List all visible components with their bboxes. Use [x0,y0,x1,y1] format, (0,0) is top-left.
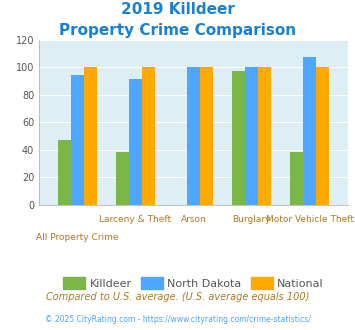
Text: Compared to U.S. average. (U.S. average equals 100): Compared to U.S. average. (U.S. average … [46,292,309,302]
Text: Arson: Arson [181,214,206,223]
Bar [233,71,245,205]
Bar [290,152,303,205]
Bar [200,67,213,205]
Bar [258,67,271,205]
Legend: Killdeer, North Dakota, National: Killdeer, North Dakota, National [59,273,328,293]
Text: Larceny & Theft: Larceny & Theft [99,214,171,223]
Bar [187,67,200,205]
Text: All Property Crime: All Property Crime [36,233,119,242]
Text: © 2025 CityRating.com - https://www.cityrating.com/crime-statistics/: © 2025 CityRating.com - https://www.city… [45,315,310,324]
Text: Property Crime Comparison: Property Crime Comparison [59,23,296,38]
Bar [116,152,129,205]
Text: Burglary: Burglary [232,214,271,223]
Bar [245,67,258,205]
Bar [303,57,316,205]
Text: 2019 Killdeer: 2019 Killdeer [121,2,234,16]
Bar [71,75,84,205]
Bar [316,67,329,205]
Bar [84,67,97,205]
Bar [58,140,71,205]
Bar [142,67,154,205]
Text: Motor Vehicle Theft: Motor Vehicle Theft [266,214,354,223]
Bar [129,80,142,205]
